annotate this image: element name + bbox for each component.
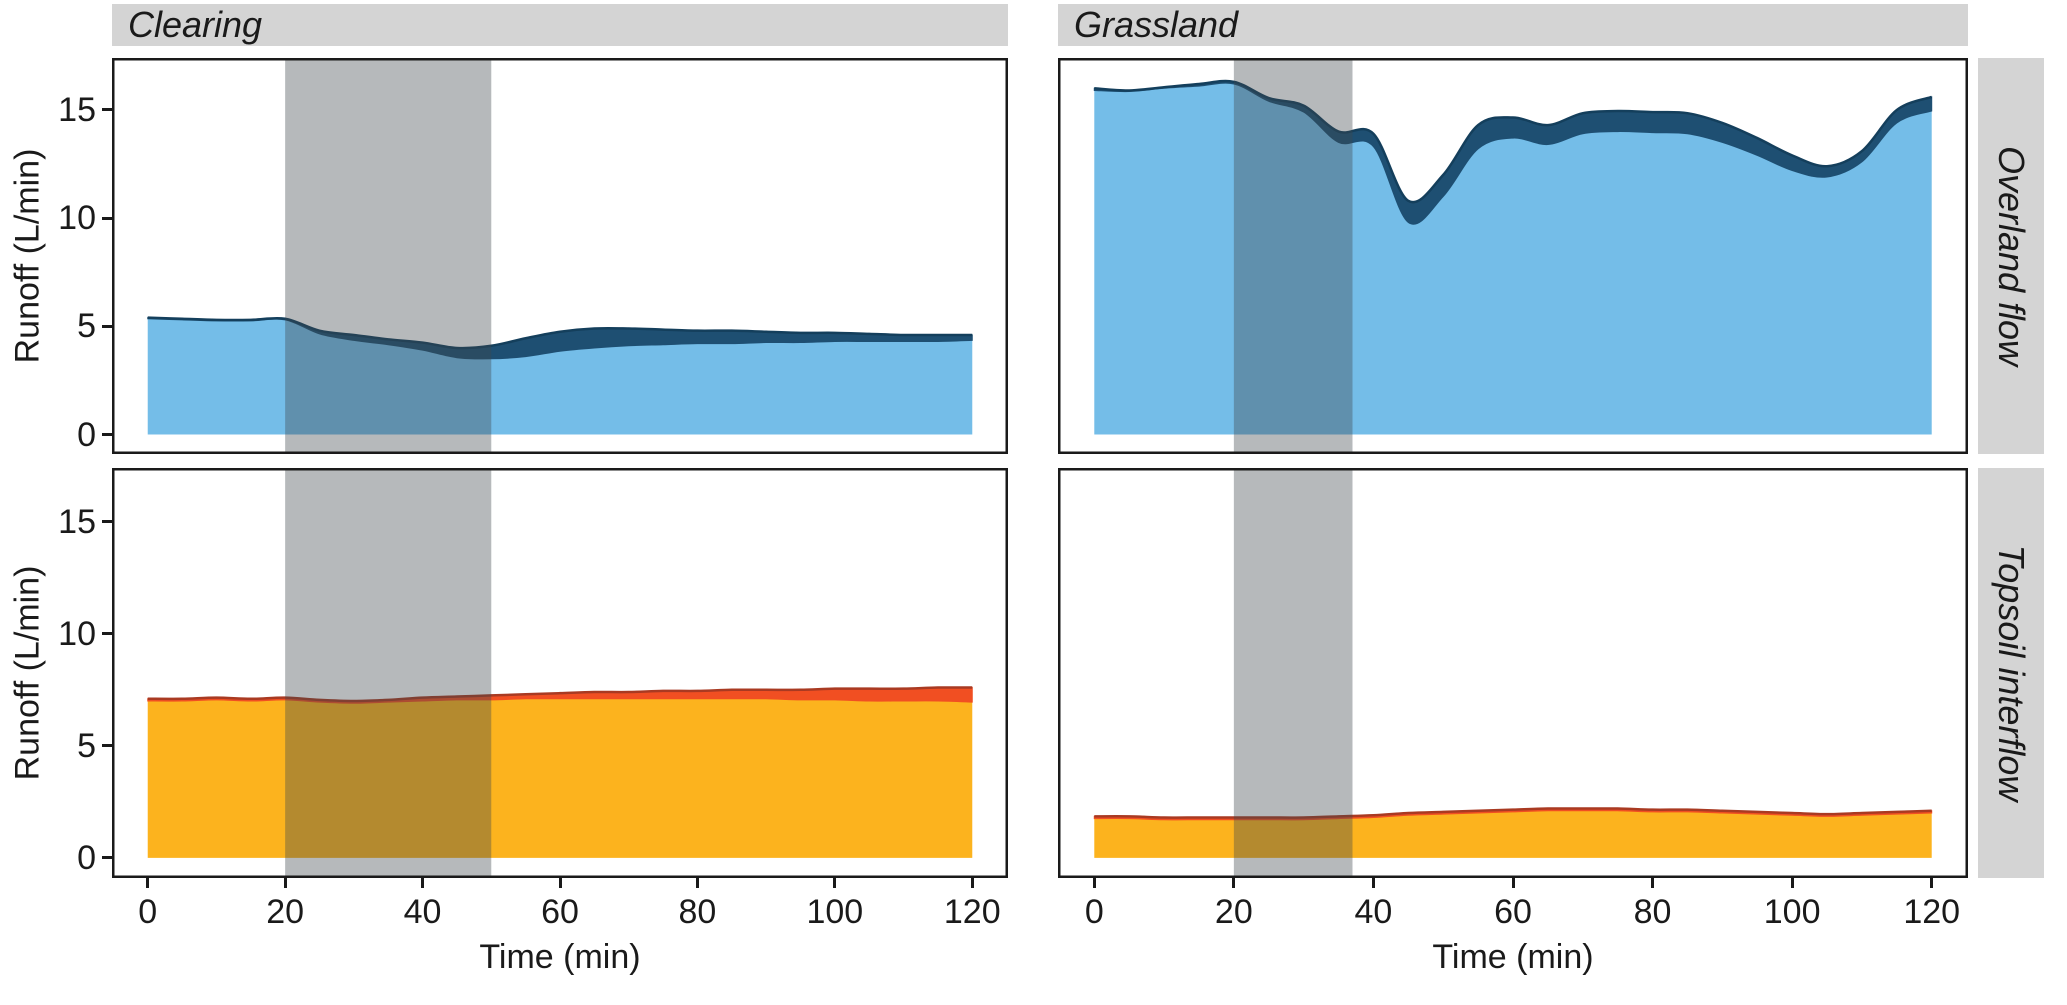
x-tick-mark <box>283 878 287 888</box>
facet-strip-clearing-label: Clearing <box>128 4 263 45</box>
x-tick-label: 40 <box>1354 893 1393 931</box>
y-tick-mark <box>102 324 112 328</box>
y-tick-label: 5 <box>77 307 96 346</box>
shaded-interval-clearing-overland-flow <box>285 58 492 454</box>
shaded-interval-grassland-topsoil-interflow <box>1233 468 1353 878</box>
area-clearing-topsoil-interflow-base <box>147 698 973 858</box>
y-tick-mark <box>102 520 112 524</box>
x-tick-label: 60 <box>541 893 579 931</box>
x-tick-mark <box>146 878 150 888</box>
y-tick-label: 0 <box>77 415 96 454</box>
x-tick-mark <box>558 878 562 888</box>
x-tick-label: 0 <box>138 893 158 931</box>
x-tick-label: 20 <box>266 893 305 931</box>
area-grassland-topsoil-interflow-base <box>1094 810 1932 858</box>
y-tick-label: 5 <box>77 726 96 765</box>
facet-strip-overland-flow: Overland flow <box>1978 58 2044 454</box>
x-tick-label: 100 <box>1763 893 1821 931</box>
x-tick-label: 100 <box>806 893 864 931</box>
facet-strip-grassland: Grassland <box>1058 4 1968 46</box>
panel-clearing-overland-flow <box>112 58 1008 454</box>
y-tick-label: 15 <box>58 90 96 129</box>
y-tick-mark <box>102 632 112 636</box>
y-tick-mark <box>102 433 112 437</box>
x-tick-label: 80 <box>678 893 717 931</box>
panel-border-clearing-overland-flow <box>112 58 1008 454</box>
x-tick-label: 120 <box>943 893 1001 931</box>
y-tick-label: 10 <box>58 199 96 238</box>
panel-border-clearing-topsoil-interflow <box>112 468 1008 878</box>
panel-border-grassland-overland-flow <box>1058 58 1968 454</box>
x-tick-label: 0 <box>1084 893 1104 931</box>
panel-grassland-overland-flow <box>1058 58 1968 454</box>
x-tick-label: 40 <box>403 893 442 931</box>
shaded-interval-clearing-topsoil-interflow <box>285 468 492 878</box>
y-tick-label: 10 <box>58 614 96 653</box>
x-axis-title-clearing: Time (min) <box>479 938 641 976</box>
y-tick-mark <box>102 108 112 112</box>
line-grassland-overland-flow-total <box>1094 79 1933 204</box>
line-clearing-topsoil-interflow-total <box>147 686 973 703</box>
x-tick-label: 20 <box>1214 893 1253 931</box>
x-tick-label: 120 <box>1903 893 1961 931</box>
facet-strip-overland-flow-label: Overland flow <box>1991 145 2032 367</box>
x-tick-label: 80 <box>1633 893 1672 931</box>
line-clearing-overland-flow-total <box>147 316 973 350</box>
x-tick-mark <box>1232 878 1236 888</box>
facet-strip-grassland-label: Grassland <box>1074 4 1239 45</box>
y-tick-mark <box>102 216 112 220</box>
panel-clearing-topsoil-interflow <box>112 468 1008 878</box>
panel-grassland-topsoil-interflow <box>1058 468 1968 878</box>
y-tick-label: 15 <box>58 502 96 541</box>
panel-border-grassland-topsoil-interflow <box>1058 468 1968 878</box>
x-tick-mark <box>1371 878 1375 888</box>
facet-strip-topsoil-interflow: Topsoil interflow <box>1978 468 2044 878</box>
y-tick-mark <box>102 856 112 860</box>
x-tick-mark <box>1930 878 1934 888</box>
x-tick-label: 60 <box>1494 893 1532 931</box>
x-tick-mark <box>833 878 837 888</box>
x-tick-mark <box>1092 878 1096 888</box>
line-grassland-topsoil-interflow-total <box>1094 807 1932 819</box>
x-axis-title-grassland: Time (min) <box>1432 938 1594 976</box>
x-tick-mark <box>1651 878 1655 888</box>
y-tick-mark <box>102 744 112 748</box>
y-tick-label: 0 <box>77 838 96 877</box>
x-tick-mark <box>421 878 425 888</box>
area-grassland-overland-flow-base <box>1094 83 1932 435</box>
x-tick-mark <box>970 878 974 888</box>
facet-strip-clearing: Clearing <box>112 4 1008 46</box>
x-tick-mark <box>1790 878 1794 888</box>
area-clearing-overland-flow-base <box>147 318 973 435</box>
shaded-interval-grassland-overland-flow <box>1233 58 1353 454</box>
facet-strip-topsoil-interflow-label: Topsoil interflow <box>1991 544 2032 802</box>
x-tick-mark <box>695 878 699 888</box>
x-tick-mark <box>1511 878 1515 888</box>
